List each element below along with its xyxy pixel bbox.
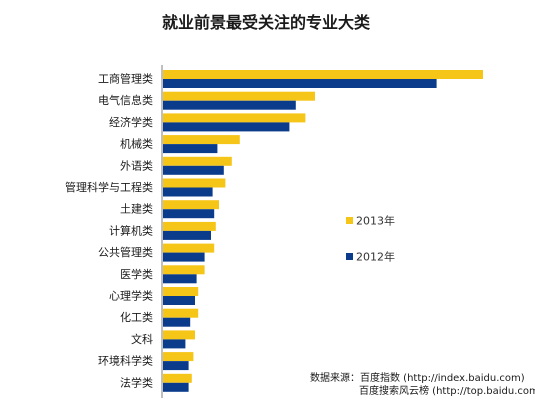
legend-swatch-2012 xyxy=(346,253,353,260)
bar-2013-11 xyxy=(163,308,199,318)
bar-2012-14 xyxy=(163,382,189,392)
bar-2013-14 xyxy=(163,373,192,383)
category-label: 文科 xyxy=(131,332,153,346)
category-label: 计算机类 xyxy=(109,223,153,237)
category-label: 化工类 xyxy=(120,310,153,324)
bar-2012-11 xyxy=(163,317,191,327)
bar-2013-0 xyxy=(163,70,483,79)
bar-2012-6 xyxy=(163,209,215,219)
bar-2013-8 xyxy=(163,243,215,253)
bars xyxy=(163,70,483,392)
legend-label-2012: 2012年 xyxy=(356,250,395,264)
category-label: 外语类 xyxy=(120,158,153,172)
bar-2013-3 xyxy=(163,135,240,145)
category-label: 环境科学类 xyxy=(98,354,153,368)
category-label: 医学类 xyxy=(120,267,153,281)
bar-2012-1 xyxy=(163,100,296,110)
bar-2012-12 xyxy=(163,339,186,349)
category-labels: 工商管理类电气信息类经济学类机械类外语类管理科学与工程类土建类计算机类公共管理类… xyxy=(65,72,153,390)
bar-2013-10 xyxy=(163,287,199,296)
bar-2012-10 xyxy=(163,296,195,305)
bar-2013-6 xyxy=(163,200,219,210)
bar-2013-4 xyxy=(163,156,232,166)
category-label: 心理学类 xyxy=(109,289,153,303)
bar-2012-13 xyxy=(163,361,189,371)
category-label: 法学类 xyxy=(120,375,153,389)
legend-swatch-2013 xyxy=(346,217,353,224)
category-label: 土建类 xyxy=(120,202,153,216)
legend: 2013年 2012年 xyxy=(346,214,395,264)
category-label: 机械类 xyxy=(120,137,153,151)
bar-2012-5 xyxy=(163,187,213,197)
source-line-2: 百度搜索风云榜 (http://top.baidu.com) xyxy=(359,384,535,397)
bar-2013-9 xyxy=(163,265,205,275)
bar-2012-3 xyxy=(163,144,218,154)
chart-title: 就业前景最受关注的专业大类 xyxy=(162,13,371,32)
bar-2013-1 xyxy=(163,91,315,101)
bar-2012-7 xyxy=(163,230,211,240)
category-label: 工商管理类 xyxy=(98,72,153,86)
bar-2013-2 xyxy=(163,113,306,123)
category-label: 经济学类 xyxy=(109,115,153,129)
category-label: 公共管理类 xyxy=(98,245,153,259)
category-label: 管理科学与工程类 xyxy=(65,180,153,194)
bar-2012-8 xyxy=(163,252,205,262)
legend-label-2013: 2013年 xyxy=(356,214,395,228)
bar-2013-13 xyxy=(163,352,194,362)
bar-2013-7 xyxy=(163,221,216,231)
bar-2012-2 xyxy=(163,122,290,132)
bar-2012-9 xyxy=(163,274,197,284)
bar-2013-5 xyxy=(163,178,226,188)
bar-2012-4 xyxy=(163,165,224,175)
bar-2013-12 xyxy=(163,330,195,340)
bar-2012-0 xyxy=(163,79,437,88)
source-line-1: 数据来源：百度指数 (http://index.baidu.com) xyxy=(310,371,525,384)
category-label: 电气信息类 xyxy=(98,93,153,107)
